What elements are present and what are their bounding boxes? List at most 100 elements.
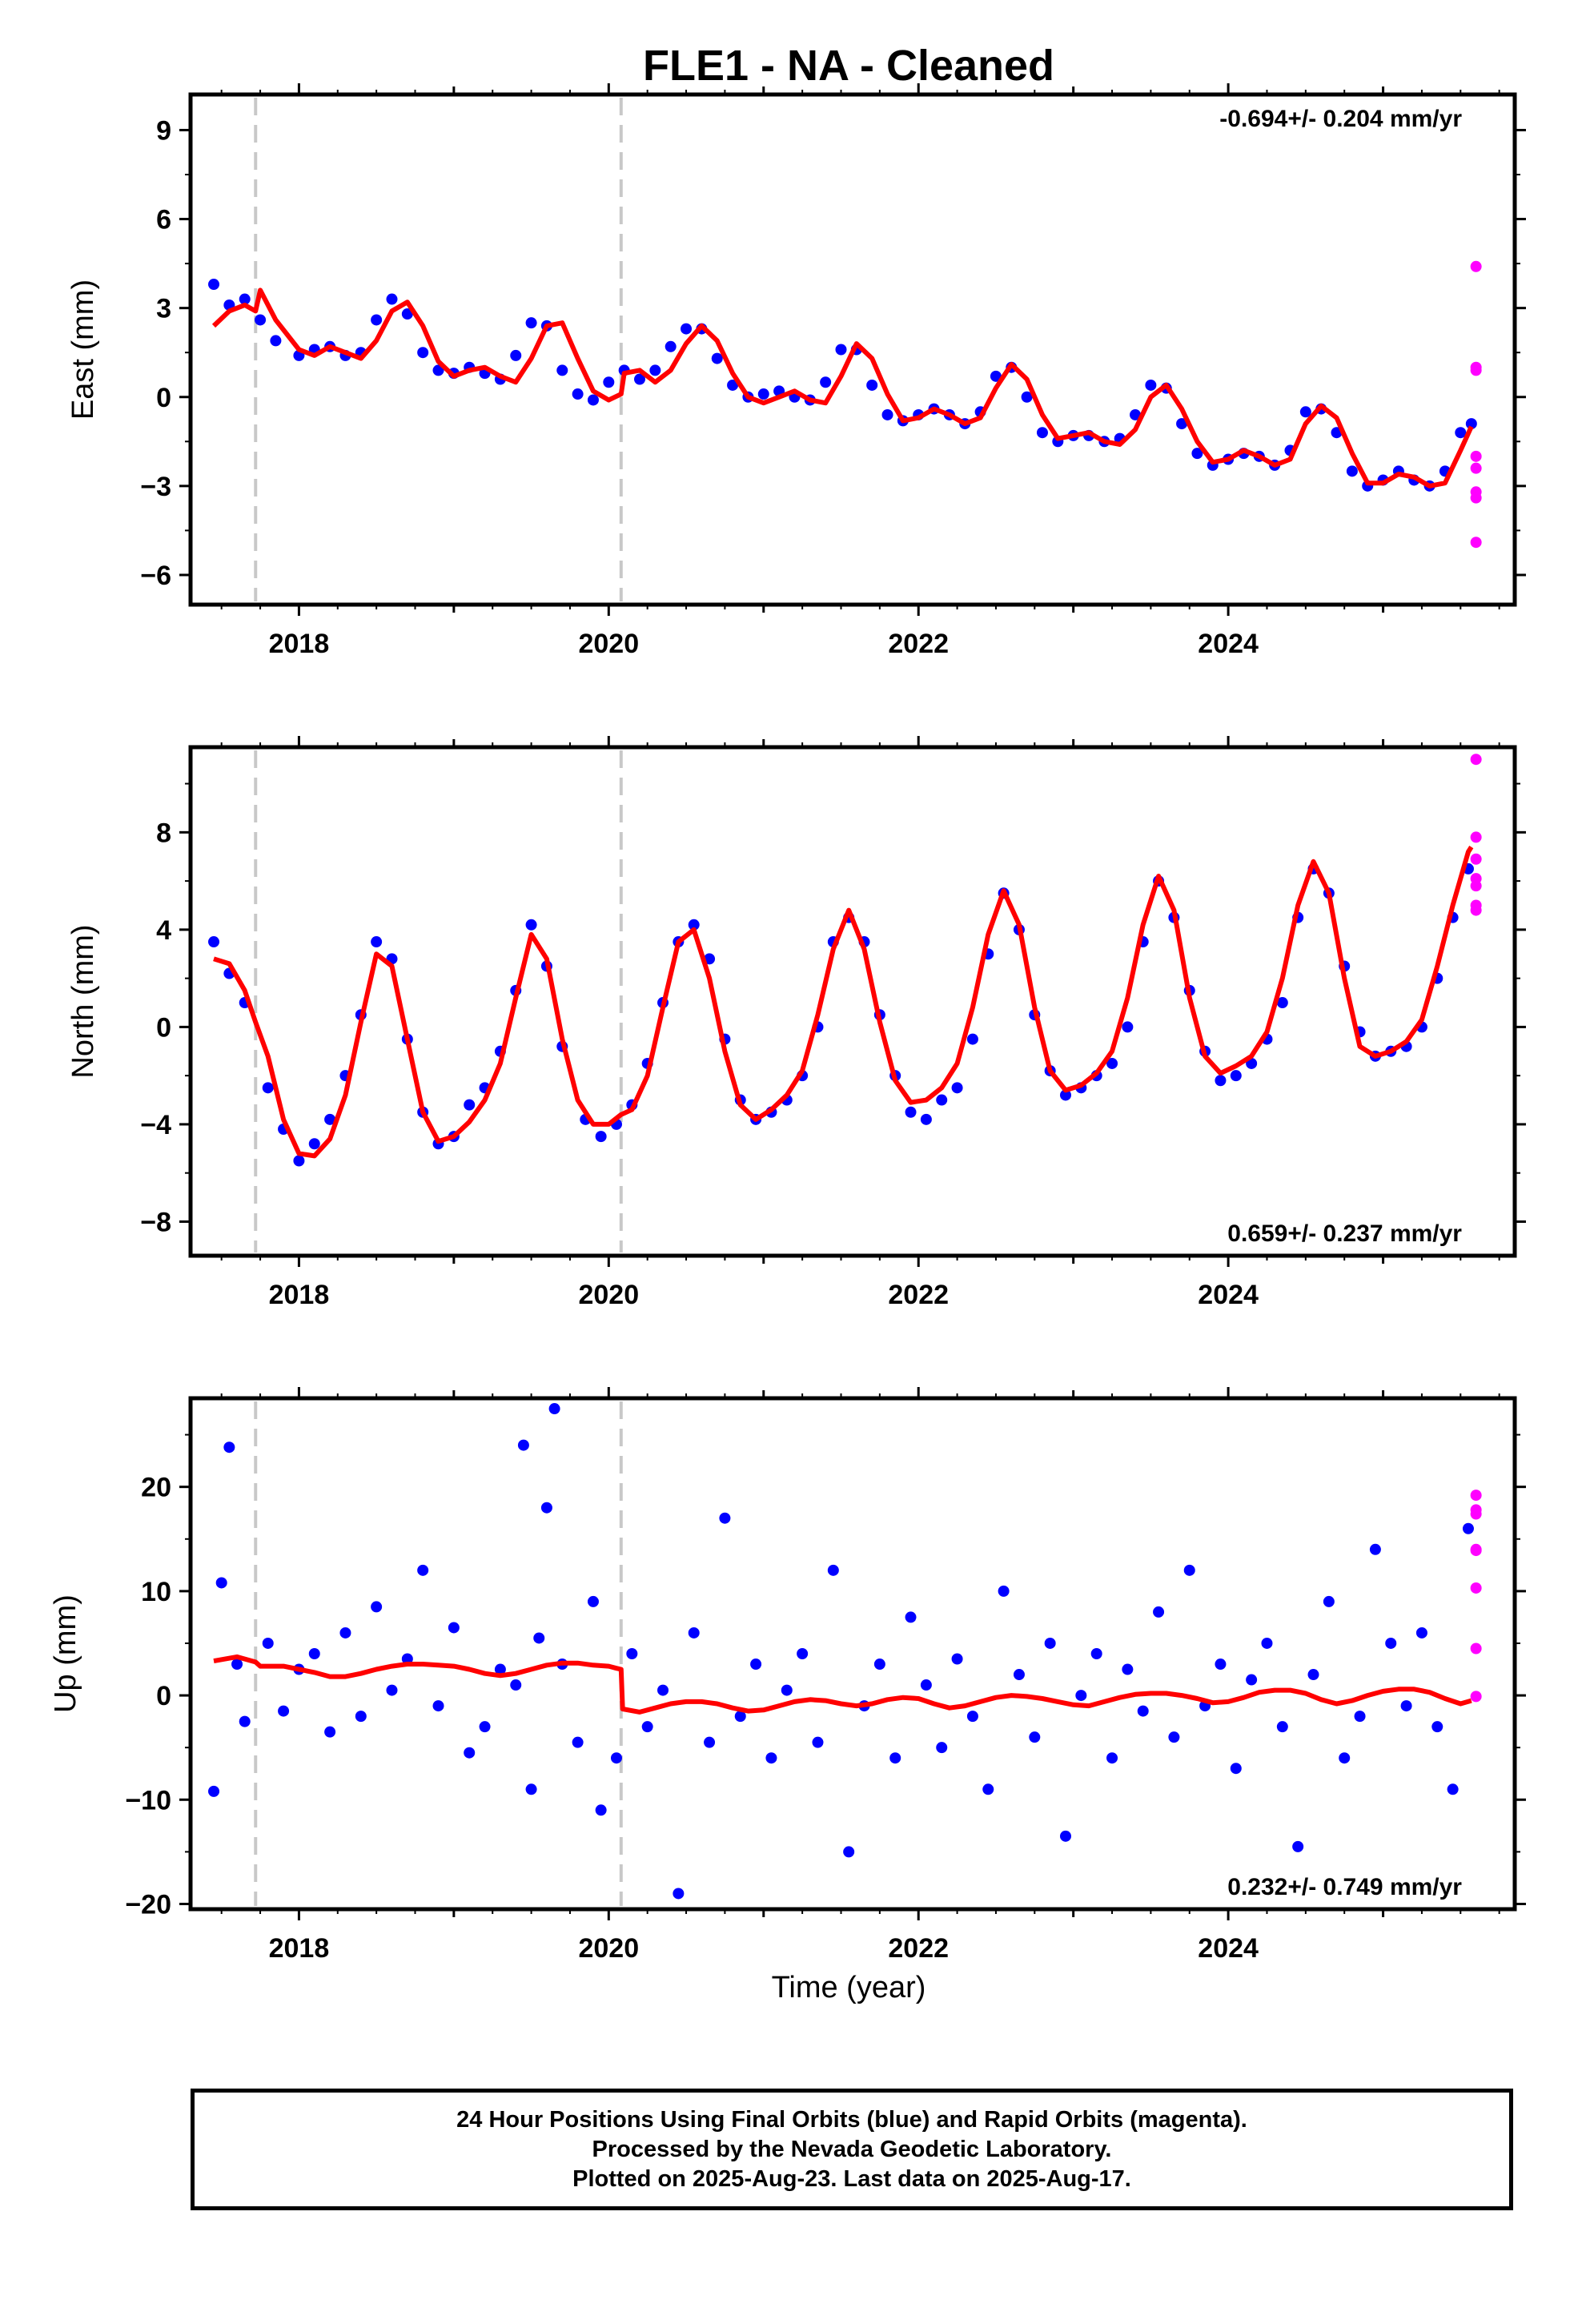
final-orbit-point [270, 335, 282, 347]
final-orbit-point [1137, 1705, 1149, 1717]
rapid-orbit-point [1470, 1582, 1482, 1594]
final-orbit-point [719, 1512, 731, 1524]
final-orbit-point [525, 919, 537, 931]
final-orbit-point [239, 1715, 251, 1727]
final-orbit-point [626, 1648, 638, 1659]
final-orbit-point [1145, 379, 1157, 391]
final-orbit-point [572, 1736, 584, 1748]
final-orbit-point [448, 1622, 460, 1634]
final-orbit-point [812, 1736, 824, 1748]
rapid-orbit-point [1470, 904, 1482, 916]
final-orbit-point [308, 1138, 320, 1150]
final-orbit-point [673, 1888, 685, 1900]
final-orbit-point [1323, 1595, 1335, 1607]
final-orbit-point [990, 370, 1002, 382]
final-orbit-point [711, 352, 723, 364]
y-tick-label: 10 [141, 1577, 171, 1607]
final-orbit-point [1230, 1070, 1242, 1082]
model-fit-line [213, 845, 1474, 1159]
final-orbit-point [1059, 1830, 1071, 1842]
y-axis-title: Up (mm) [49, 1594, 82, 1713]
final-orbit-point [1307, 1669, 1319, 1681]
final-orbit-point [1036, 427, 1048, 439]
rapid-orbit-point [1470, 492, 1482, 504]
y-axis-title: East (mm) [66, 279, 100, 420]
final-orbit-point [1465, 418, 1477, 430]
final-orbit-point [936, 1094, 948, 1106]
final-orbit-point [1168, 1731, 1180, 1743]
final-orbit-point [1385, 1637, 1397, 1649]
final-orbit-point [889, 1752, 901, 1764]
final-orbit-point [1029, 1731, 1041, 1743]
x-tick-label: 2022 [888, 1933, 949, 1964]
final-orbit-point [1400, 1700, 1412, 1712]
final-orbit-point [494, 1663, 506, 1675]
final-orbit-point [905, 1106, 917, 1118]
final-orbit-point [231, 1659, 243, 1671]
final-orbit-point [525, 1783, 537, 1795]
final-orbit-point [355, 1711, 367, 1723]
final-orbit-point [587, 1595, 599, 1607]
plot-frame [188, 1396, 1517, 1912]
final-orbit-point [610, 1752, 622, 1764]
final-orbit-point [1415, 1626, 1427, 1638]
final-orbit-point [510, 349, 522, 361]
final-orbit-point [727, 379, 739, 391]
final-orbit-point [339, 1626, 351, 1638]
final-orbit-point [966, 1033, 978, 1045]
final-orbit-point [1299, 406, 1311, 418]
rapid-orbit-point [1470, 462, 1482, 474]
model-fit-line [213, 1654, 1472, 1715]
final-orbit-point [1122, 1021, 1134, 1033]
final-orbit-point [1354, 1711, 1366, 1723]
rapid-orbit-point [1470, 1642, 1482, 1655]
final-orbit-point [634, 373, 646, 385]
y-tick-label: 9 [156, 115, 171, 146]
final-orbit-point [239, 293, 251, 305]
final-orbit-point [688, 1626, 700, 1638]
final-orbit-point [324, 1726, 336, 1738]
final-orbit-point [1106, 1752, 1118, 1764]
final-orbit-point [781, 1684, 793, 1696]
final-orbit-point [432, 364, 444, 376]
final-orbit-point [1369, 1543, 1381, 1555]
y-tick-label: −8 [140, 1207, 171, 1237]
final-orbit-point [223, 1441, 235, 1454]
final-orbit-point [1153, 1606, 1165, 1618]
final-orbit-point [1106, 1057, 1118, 1069]
model-fit-line [211, 287, 1474, 489]
y-tick-label: −4 [140, 1110, 171, 1140]
final-orbit-point [873, 1659, 885, 1671]
final-orbit-point [464, 1099, 476, 1111]
final-orbit-point [517, 1439, 529, 1451]
final-orbit-point [386, 293, 398, 305]
plot-frame [188, 92, 1517, 607]
final-orbit-point [1130, 408, 1142, 420]
footer-caption-box: 24 Hour Positions Using Final Orbits (bl… [191, 2089, 1513, 2210]
final-orbit-point [665, 340, 677, 352]
x-tick-label: 2020 [578, 629, 639, 659]
final-orbit-point [595, 1131, 607, 1143]
velocity-rate-label: -0.694+/- 0.204 mm/yr [1219, 106, 1462, 132]
rapid-orbit-point [1470, 1691, 1482, 1703]
final-orbit-point [966, 1711, 978, 1723]
final-orbit-point [920, 1679, 932, 1691]
final-orbit-point [1059, 1089, 1071, 1101]
final-orbit-point [681, 323, 693, 335]
footer-line-2: Processed by the Nevada Geodetic Laborat… [592, 2136, 1112, 2162]
final-orbit-point [548, 1403, 560, 1415]
y-tick-label: 6 [156, 205, 171, 235]
final-orbit-point [843, 1846, 855, 1858]
rapid-orbit-point [1470, 831, 1482, 843]
y-axis-title: North (mm) [66, 924, 100, 1078]
final-orbit-point [920, 1113, 932, 1125]
final-orbit-point [386, 1684, 398, 1696]
y-tick-label: 3 [156, 294, 171, 324]
final-orbit-point [262, 1082, 274, 1094]
final-orbit-point [1276, 1721, 1288, 1733]
final-orbit-point [750, 1659, 762, 1671]
final-orbit-point [1191, 448, 1203, 460]
final-orbit-point [688, 919, 700, 931]
rapid-orbit-point [1470, 537, 1482, 549]
final-orbit-point [835, 344, 847, 356]
